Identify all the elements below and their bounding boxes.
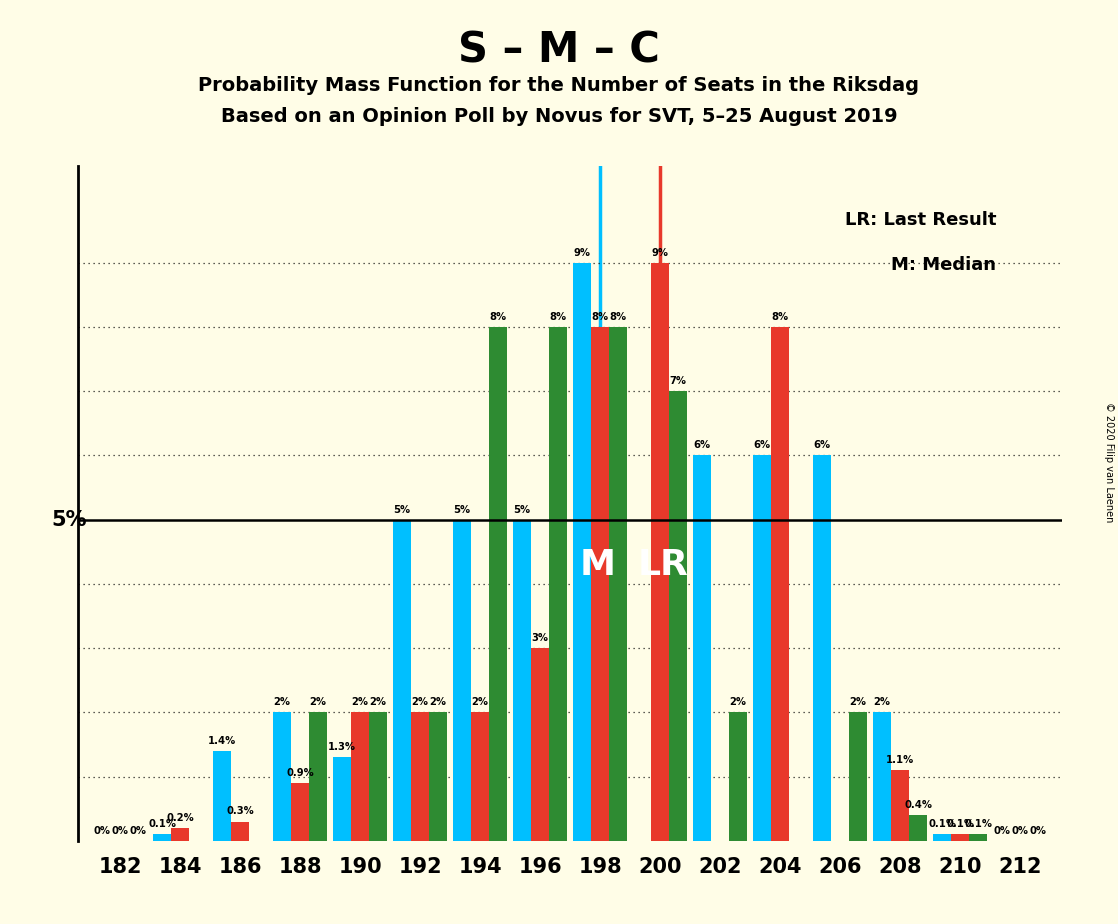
Bar	[291, 783, 310, 841]
Bar	[214, 751, 231, 841]
Text: M: Median: M: Median	[891, 256, 996, 274]
Text: 7%: 7%	[670, 376, 686, 386]
Text: 5%: 5%	[454, 505, 471, 515]
Bar	[513, 519, 531, 841]
Bar	[453, 519, 471, 841]
Text: 0%: 0%	[130, 826, 146, 835]
Bar	[693, 456, 711, 841]
Text: 3%: 3%	[532, 633, 549, 643]
Bar	[813, 456, 831, 841]
Text: 6%: 6%	[693, 440, 711, 450]
Text: 0%: 0%	[994, 826, 1011, 835]
Bar	[771, 327, 789, 841]
Text: 0%: 0%	[1012, 826, 1029, 835]
Text: © 2020 Filip van Laenen: © 2020 Filip van Laenen	[1105, 402, 1114, 522]
Text: 2%: 2%	[352, 698, 369, 707]
Text: Based on an Opinion Poll by Novus for SVT, 5–25 August 2019: Based on an Opinion Poll by Novus for SV…	[220, 107, 898, 127]
Bar	[531, 648, 549, 841]
Bar	[651, 262, 670, 841]
Text: 5%: 5%	[513, 505, 531, 515]
Text: 1.4%: 1.4%	[208, 736, 236, 746]
Bar	[549, 327, 567, 841]
Text: 8%: 8%	[591, 311, 608, 322]
Text: 0.1%: 0.1%	[928, 820, 956, 829]
Text: 2%: 2%	[730, 698, 747, 707]
Text: 8%: 8%	[490, 311, 506, 322]
Bar	[490, 327, 508, 841]
Text: 6%: 6%	[754, 440, 770, 450]
Text: 0%: 0%	[112, 826, 129, 835]
Bar	[231, 821, 249, 841]
Text: 2%: 2%	[310, 698, 326, 707]
Bar	[754, 456, 771, 841]
Bar	[909, 815, 927, 841]
Text: 5%: 5%	[51, 510, 87, 529]
Text: 0%: 0%	[94, 826, 111, 835]
Bar	[891, 771, 909, 841]
Bar	[951, 834, 969, 841]
Bar	[969, 834, 987, 841]
Text: M: M	[579, 548, 615, 581]
Text: LR: LR	[637, 548, 689, 581]
Bar	[369, 712, 387, 841]
Text: 8%: 8%	[609, 311, 627, 322]
Text: 0.1%: 0.1%	[149, 820, 177, 829]
Text: 2%: 2%	[411, 698, 428, 707]
Text: 2%: 2%	[873, 698, 891, 707]
Bar	[574, 262, 591, 841]
Bar	[310, 712, 328, 841]
Text: 0%: 0%	[1030, 826, 1046, 835]
Text: 9%: 9%	[574, 248, 590, 258]
Text: 2%: 2%	[370, 698, 387, 707]
Bar	[411, 712, 429, 841]
Bar	[429, 712, 447, 841]
Text: 0.2%: 0.2%	[167, 813, 195, 823]
Text: 8%: 8%	[771, 311, 788, 322]
Bar	[850, 712, 868, 841]
Text: 6%: 6%	[814, 440, 831, 450]
Text: 8%: 8%	[550, 311, 567, 322]
Text: Probability Mass Function for the Number of Seats in the Riksdag: Probability Mass Function for the Number…	[199, 76, 919, 95]
Text: 1.3%: 1.3%	[329, 742, 357, 752]
Bar	[670, 391, 688, 841]
Text: S – M – C: S – M – C	[458, 30, 660, 71]
Bar	[153, 834, 171, 841]
Text: LR: Last Result: LR: Last Result	[844, 212, 996, 229]
Text: 0.3%: 0.3%	[226, 807, 254, 817]
Bar	[273, 712, 291, 841]
Text: 0.4%: 0.4%	[904, 800, 932, 810]
Text: 2%: 2%	[850, 698, 866, 707]
Text: 2%: 2%	[429, 698, 447, 707]
Bar	[394, 519, 411, 841]
Bar	[729, 712, 747, 841]
Bar	[333, 758, 351, 841]
Bar	[591, 327, 609, 841]
Text: 9%: 9%	[652, 248, 669, 258]
Text: 5%: 5%	[394, 505, 410, 515]
Text: 0.1%: 0.1%	[946, 820, 974, 829]
Bar	[351, 712, 369, 841]
Text: 0.9%: 0.9%	[286, 768, 314, 778]
Text: 2%: 2%	[472, 698, 489, 707]
Text: 2%: 2%	[274, 698, 291, 707]
Bar	[873, 712, 891, 841]
Bar	[171, 828, 189, 841]
Bar	[471, 712, 490, 841]
Bar	[609, 327, 627, 841]
Text: 0.1%: 0.1%	[964, 820, 992, 829]
Bar	[934, 834, 951, 841]
Text: 1.1%: 1.1%	[885, 755, 915, 765]
